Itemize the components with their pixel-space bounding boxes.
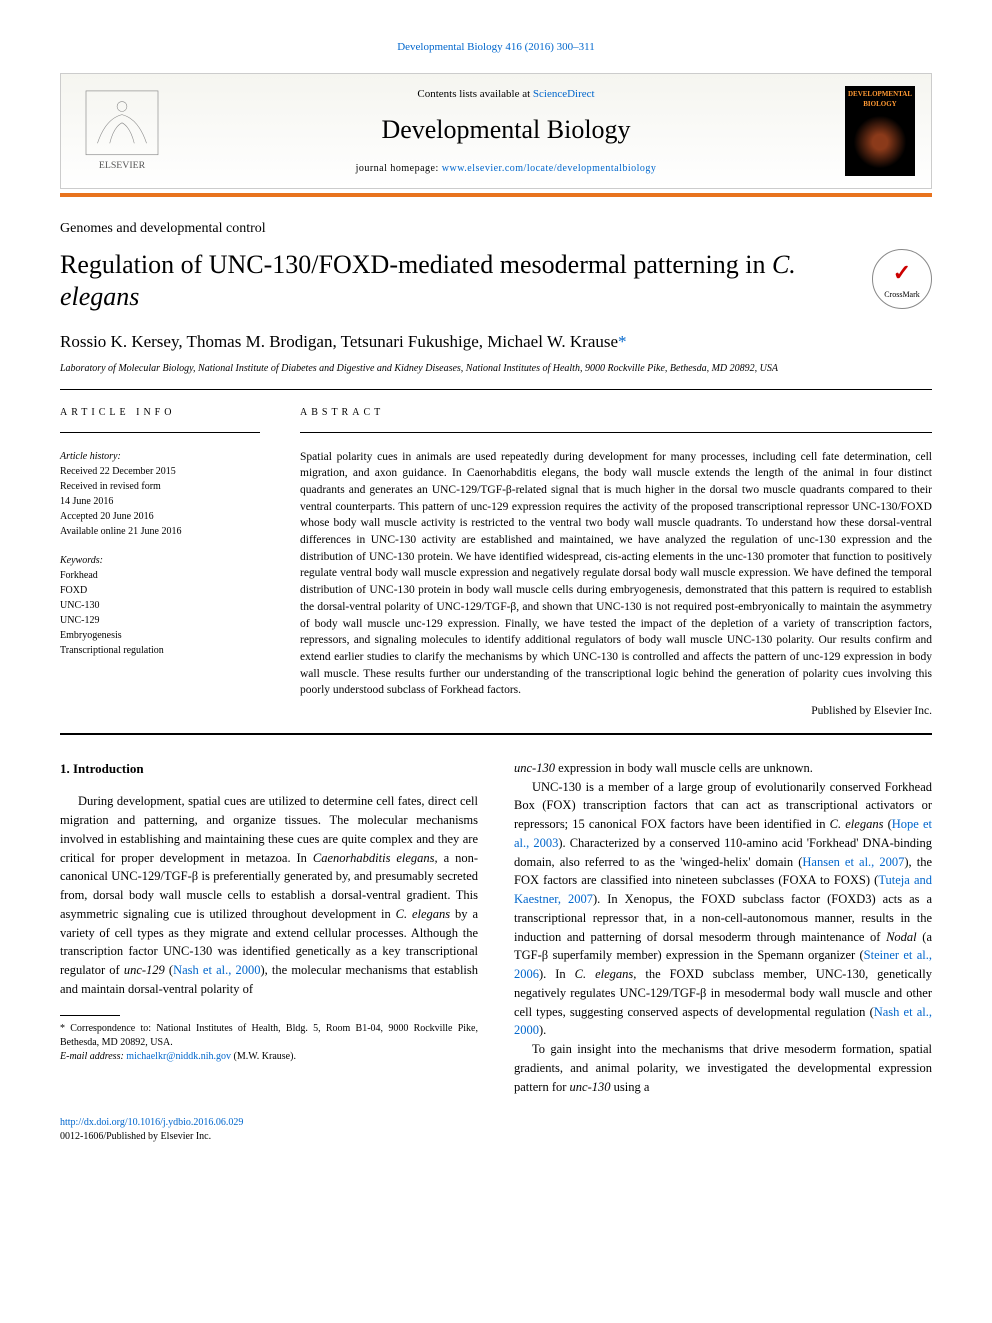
abstract-heading: abstract bbox=[300, 406, 932, 420]
info-rule bbox=[60, 432, 260, 433]
email-suffix: (M.W. Krause). bbox=[231, 1051, 296, 1062]
rule-above-body bbox=[60, 733, 932, 735]
crossmark-label: CrossMark bbox=[884, 289, 920, 300]
text: ( bbox=[883, 817, 891, 831]
history-accepted: Accepted 20 June 2016 bbox=[60, 509, 260, 524]
footnote-email: E-mail address: michaelkr@niddk.nih.gov … bbox=[60, 1050, 478, 1064]
rule-above-info bbox=[60, 389, 932, 390]
text-italic: Caenorhabditis elegans, bbox=[313, 851, 438, 865]
contents-prefix: Contents lists available at bbox=[417, 88, 532, 100]
svg-text:ELSEVIER: ELSEVIER bbox=[99, 160, 146, 171]
top-citation-link[interactable]: Developmental Biology 416 (2016) 300–311 bbox=[397, 41, 595, 53]
abstract-rule bbox=[300, 432, 932, 433]
intro-paragraph: UNC-130 is a member of a large group of … bbox=[514, 778, 932, 1041]
affiliation: Laboratory of Molecular Biology, Nationa… bbox=[60, 362, 932, 375]
journal-header: ELSEVIER Contents lists available at Sci… bbox=[60, 73, 932, 189]
history-revised-1: Received in revised form bbox=[60, 479, 260, 494]
title-row: Regulation of UNC-130/FOXD-mediated meso… bbox=[60, 249, 932, 314]
text-italic: Nodal bbox=[886, 930, 917, 944]
cover-title: DEVELOPMENTAL BIOLOGY bbox=[845, 90, 915, 110]
keywords-label: Keywords: bbox=[60, 553, 260, 568]
text: ( bbox=[165, 963, 173, 977]
body-columns: 1. Introduction During development, spat… bbox=[60, 759, 932, 1097]
text: ). bbox=[539, 1023, 546, 1037]
crossmark-badge[interactable]: ✓ CrossMark bbox=[872, 249, 932, 309]
citation-link[interactable]: Hansen et al., 2007 bbox=[802, 855, 904, 869]
text: expression in body wall muscle cells are… bbox=[555, 761, 813, 775]
crossmark-check-icon: ✓ bbox=[893, 258, 911, 289]
journal-name: Developmental Biology bbox=[167, 112, 845, 148]
cover-image bbox=[853, 116, 907, 168]
text: using a bbox=[611, 1080, 650, 1094]
text-italic: C. elegans bbox=[575, 967, 634, 981]
text: ). In bbox=[539, 967, 575, 981]
text-italic: C. elegans bbox=[396, 907, 451, 921]
contents-line: Contents lists available at ScienceDirec… bbox=[167, 87, 845, 102]
title-text: Regulation of UNC-130/FOXD-mediated meso… bbox=[60, 250, 772, 279]
text-italic: unc-130 bbox=[570, 1080, 611, 1094]
history-label: Article history: bbox=[60, 449, 260, 464]
corresponding-marker: * bbox=[618, 332, 627, 351]
doi-link[interactable]: http://dx.doi.org/10.1016/j.ydbio.2016.0… bbox=[60, 1117, 243, 1128]
homepage-link[interactable]: www.elsevier.com/locate/developmentalbio… bbox=[442, 163, 657, 174]
top-citation: Developmental Biology 416 (2016) 300–311 bbox=[60, 40, 932, 55]
keyword: Transcriptional regulation bbox=[60, 643, 260, 658]
footnote-separator bbox=[60, 1015, 120, 1016]
article-info-column: article info Article history: Received 2… bbox=[60, 406, 260, 719]
homepage-line: journal homepage: www.elsevier.com/locat… bbox=[167, 162, 845, 176]
history-received: Received 22 December 2015 bbox=[60, 464, 260, 479]
footer: http://dx.doi.org/10.1016/j.ydbio.2016.0… bbox=[60, 1116, 932, 1144]
elsevier-logo: ELSEVIER bbox=[77, 86, 167, 176]
keyword: UNC-130 bbox=[60, 598, 260, 613]
journal-cover: DEVELOPMENTAL BIOLOGY bbox=[845, 86, 915, 176]
intro-paragraph: During development, spatial cues are uti… bbox=[60, 792, 478, 998]
info-heading: article info bbox=[60, 406, 260, 420]
body-column-left: 1. Introduction During development, spat… bbox=[60, 759, 478, 1097]
body-column-right: unc-130 expression in body wall muscle c… bbox=[514, 759, 932, 1097]
intro-paragraph: To gain insight into the mechanisms that… bbox=[514, 1040, 932, 1096]
header-center: Contents lists available at ScienceDirec… bbox=[167, 87, 845, 177]
text-italic: C. elegans bbox=[830, 817, 884, 831]
keywords-block: Keywords: Forkhead FOXD UNC-130 UNC-129 … bbox=[60, 553, 260, 658]
intro-heading: 1. Introduction bbox=[60, 759, 478, 779]
email-link[interactable]: michaelkr@niddk.nih.gov bbox=[126, 1051, 231, 1062]
abstract-publisher: Published by Elsevier Inc. bbox=[300, 703, 932, 719]
intro-paragraph-cont: unc-130 expression in body wall muscle c… bbox=[514, 759, 932, 778]
authors-list: Rossio K. Kersey, Thomas M. Brodigan, Te… bbox=[60, 332, 618, 351]
email-label: E-mail address: bbox=[60, 1051, 126, 1062]
text-italic: unc-129 bbox=[124, 963, 165, 977]
text-italic: unc-130 bbox=[514, 761, 555, 775]
history-revised-2: 14 June 2016 bbox=[60, 494, 260, 509]
abstract-text: Spatial polarity cues in animals are use… bbox=[300, 449, 932, 699]
citation-link[interactable]: Nash et al., 2000 bbox=[173, 963, 260, 977]
keyword: FOXD bbox=[60, 583, 260, 598]
keyword: Forkhead bbox=[60, 568, 260, 583]
info-abstract-row: article info Article history: Received 2… bbox=[60, 406, 932, 719]
abstract-column: abstract Spatial polarity cues in animal… bbox=[300, 406, 932, 719]
article-title: Regulation of UNC-130/FOXD-mediated meso… bbox=[60, 249, 852, 314]
issn-line: 0012-1606/Published by Elsevier Inc. bbox=[60, 1130, 932, 1144]
keyword: Embryogenesis bbox=[60, 628, 260, 643]
footnote-correspondence: * Correspondence to: National Institutes… bbox=[60, 1022, 478, 1050]
history-online: Available online 21 June 2016 bbox=[60, 524, 260, 539]
accent-bar bbox=[60, 193, 932, 197]
keyword: UNC-129 bbox=[60, 613, 260, 628]
authors: Rossio K. Kersey, Thomas M. Brodigan, Te… bbox=[60, 330, 932, 354]
article-section: Genomes and developmental control bbox=[60, 219, 932, 239]
homepage-prefix: journal homepage: bbox=[356, 163, 442, 174]
article-history: Article history: Received 22 December 20… bbox=[60, 449, 260, 539]
sciencedirect-link[interactable]: ScienceDirect bbox=[533, 88, 595, 100]
